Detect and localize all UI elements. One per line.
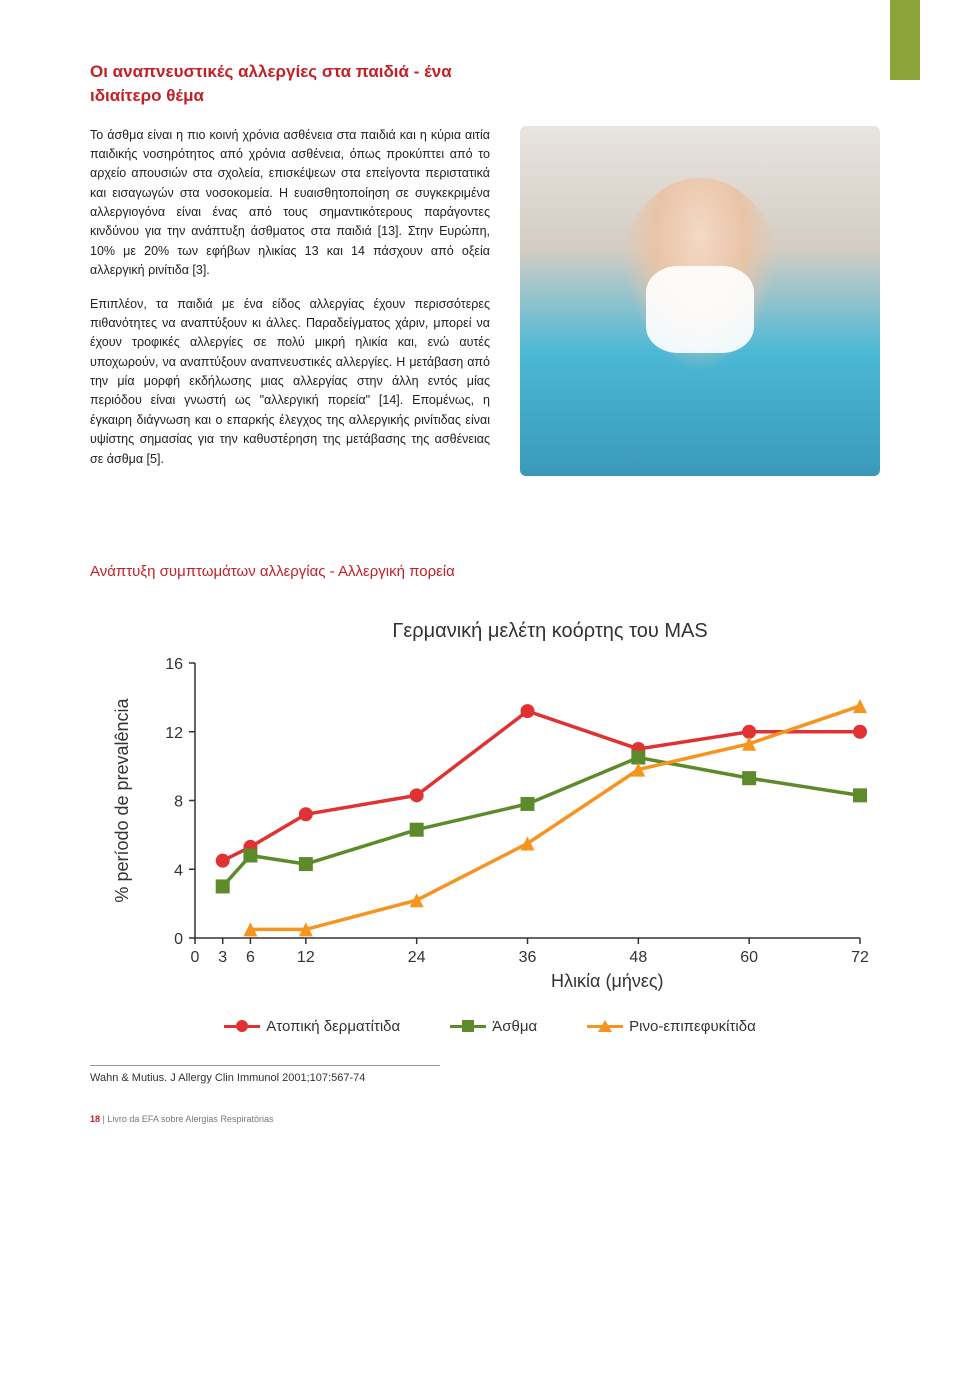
chart-section-heading: Ανάπτυξη συμπτωμάτων αλλεργίας - Αλλεργι… xyxy=(90,563,890,580)
svg-text:60: 60 xyxy=(740,949,758,966)
legend-label: Ρινο-επιπεφυκίτιδα xyxy=(629,1018,756,1035)
chart-title: Γερμανική μελέτη κοόρτης του MAS xyxy=(210,620,890,643)
legend-item-dermatitis: Ατοπική δερματίτιδα xyxy=(224,1018,400,1035)
svg-text:0: 0 xyxy=(191,949,200,966)
svg-text:36: 36 xyxy=(519,949,537,966)
legend-item-rhino: Ρινο-επιπεφυκίτιδα xyxy=(587,1018,756,1035)
chart-citation: Wahn & Mutius. J Allergy Clin Immunol 20… xyxy=(90,1065,440,1084)
page-accent-bar xyxy=(890,0,920,80)
svg-text:6: 6 xyxy=(246,949,255,966)
text-column: Το άσθμα είναι η πιο κοινή χρόνια ασθένε… xyxy=(90,126,490,483)
svg-text:4: 4 xyxy=(174,862,183,879)
svg-text:% período de prevalência: % período de prevalência xyxy=(112,697,132,902)
svg-text:72: 72 xyxy=(851,949,869,966)
line-chart: 0481216036122436486072% período de preva… xyxy=(100,653,880,993)
svg-text:16: 16 xyxy=(165,656,183,673)
legend-label: Άσθμα xyxy=(492,1018,537,1035)
child-photo-placeholder xyxy=(520,126,880,476)
page-number: 18 xyxy=(90,1114,100,1124)
legend-label: Ατοπική δερματίτιδα xyxy=(266,1018,400,1035)
content-columns: Το άσθμα είναι η πιο κοινή χρόνια ασθένε… xyxy=(90,126,890,483)
svg-text:8: 8 xyxy=(174,793,183,810)
svg-text:12: 12 xyxy=(297,949,315,966)
svg-text:12: 12 xyxy=(165,725,183,742)
svg-text:24: 24 xyxy=(408,949,426,966)
section-heading: Οι αναπνευστικές αλλεργίες στα παιδιά - … xyxy=(90,60,490,108)
paragraph-2: Επιπλέον, τα παιδιά με ένα είδος αλλεργί… xyxy=(90,295,490,469)
chart-container: Γερμανική μελέτη κοόρτης του MAS 0481216… xyxy=(90,620,890,1084)
svg-text:3: 3 xyxy=(218,949,227,966)
svg-text:Ηλικία (μήνες): Ηλικία (μήνες) xyxy=(551,971,663,991)
page-footer: 18 | Livro da EFA sobre Alergias Respira… xyxy=(90,1114,890,1124)
footer-text: Livro da EFA sobre Alergias Respiratória… xyxy=(107,1114,273,1124)
legend-item-asthma: Άσθμα xyxy=(450,1018,537,1035)
paragraph-1: Το άσθμα είναι η πιο κοινή χρόνια ασθένε… xyxy=(90,126,490,281)
chart-legend: Ατοπική δερματίτιδα Άσθμα Ρινο-επιπεφυκί… xyxy=(90,1018,890,1035)
svg-text:0: 0 xyxy=(174,931,183,948)
svg-text:48: 48 xyxy=(629,949,647,966)
